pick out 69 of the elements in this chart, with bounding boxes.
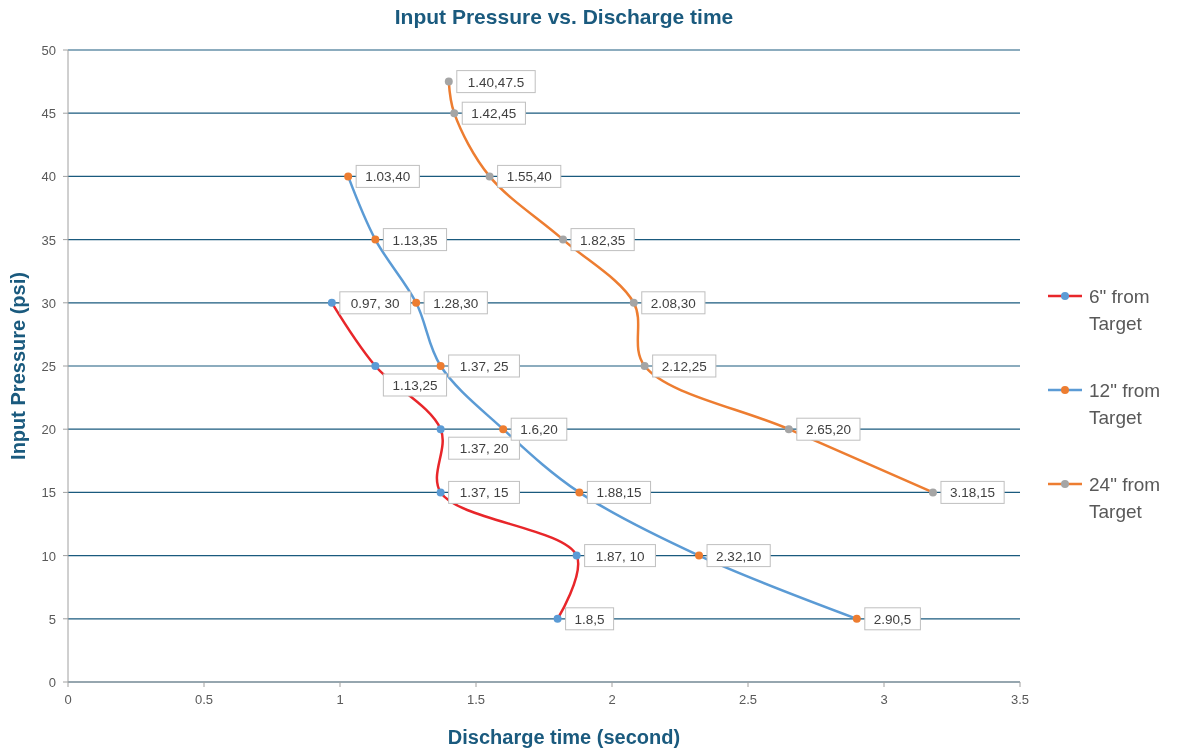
point xyxy=(575,488,584,497)
point xyxy=(572,551,581,560)
data-label: 1.42,45 xyxy=(471,106,517,122)
point xyxy=(436,425,445,434)
point xyxy=(852,614,861,623)
legend-label: 12" from Target xyxy=(1089,380,1161,428)
point xyxy=(371,362,380,370)
x-tick-label: 0 xyxy=(64,692,72,707)
point xyxy=(436,488,445,497)
point xyxy=(436,362,445,370)
x-tick-label: 2 xyxy=(608,692,616,707)
point xyxy=(499,425,508,434)
data-label: 3.18,15 xyxy=(950,485,996,501)
data-label: 1.88,15 xyxy=(596,485,642,501)
data-label: 1.87, 10 xyxy=(595,548,645,564)
legend-label: 24" from Target xyxy=(1089,474,1161,522)
data-label: 2.32,10 xyxy=(716,548,762,564)
x-axis-title: Discharge time (second) xyxy=(447,726,681,748)
data-label: 2.12,25 xyxy=(661,359,707,374)
y-axis-title: Input Pressure (psi) xyxy=(7,272,29,460)
data-label: 1.55,40 xyxy=(506,169,552,185)
chart-title: Input Pressure vs. Discharge time xyxy=(394,5,734,28)
data-label: 1.37, 20 xyxy=(459,441,509,457)
point xyxy=(784,425,793,434)
data-label: 1.6,20 xyxy=(520,422,558,438)
data-label: 1.03,40 xyxy=(365,169,411,185)
data-label: 0.97, 30 xyxy=(350,295,400,311)
point xyxy=(559,235,568,244)
x-tick-label: 1.5 xyxy=(466,692,486,707)
point xyxy=(928,488,937,497)
y-tick-label: 40 xyxy=(41,169,56,185)
x-tick-label: 0.5 xyxy=(194,692,214,707)
point xyxy=(629,298,638,307)
data-label: 1.8,5 xyxy=(574,611,605,627)
y-tick-label: 15 xyxy=(41,485,56,501)
data-label: 2.65,20 xyxy=(805,422,851,438)
x-tick-label: 1 xyxy=(336,692,344,707)
y-tick-label: 10 xyxy=(41,548,56,564)
data-label: 1.28,30 xyxy=(433,295,479,311)
data-label: 1.82,35 xyxy=(580,232,626,248)
point xyxy=(412,298,421,307)
point xyxy=(640,362,649,370)
data-label: 1.37, 25 xyxy=(459,359,509,374)
x-tick-label: 3 xyxy=(880,692,888,707)
point xyxy=(444,77,453,86)
data-label: 1.13,35 xyxy=(392,232,438,248)
y-tick-label: 45 xyxy=(41,106,56,122)
data-label: 2.90,5 xyxy=(873,611,912,627)
y-tick-label: 20 xyxy=(41,422,56,438)
y-tick-label: 35 xyxy=(41,232,56,248)
y-tick-label: 25 xyxy=(41,359,56,374)
point xyxy=(695,551,704,560)
y-tick-label: 50 xyxy=(41,43,56,58)
legend-label: 6" from Target xyxy=(1089,286,1150,334)
point xyxy=(327,298,336,307)
data-label: 1.37, 15 xyxy=(459,485,509,501)
data-label: 1.13,25 xyxy=(392,378,438,393)
point xyxy=(485,172,494,181)
data-label: 1.40,47.5 xyxy=(467,74,525,90)
x-tick-label: 3.5 xyxy=(1010,692,1030,707)
point xyxy=(553,614,562,623)
data-label: 2.08,30 xyxy=(650,295,696,311)
y-tick-label: 0 xyxy=(48,675,56,690)
point xyxy=(450,109,459,118)
y-tick-label: 5 xyxy=(48,611,56,627)
y-tick-label: 30 xyxy=(41,295,56,311)
x-tick-label: 2.5 xyxy=(738,692,758,707)
point xyxy=(371,235,380,244)
point xyxy=(344,172,353,181)
